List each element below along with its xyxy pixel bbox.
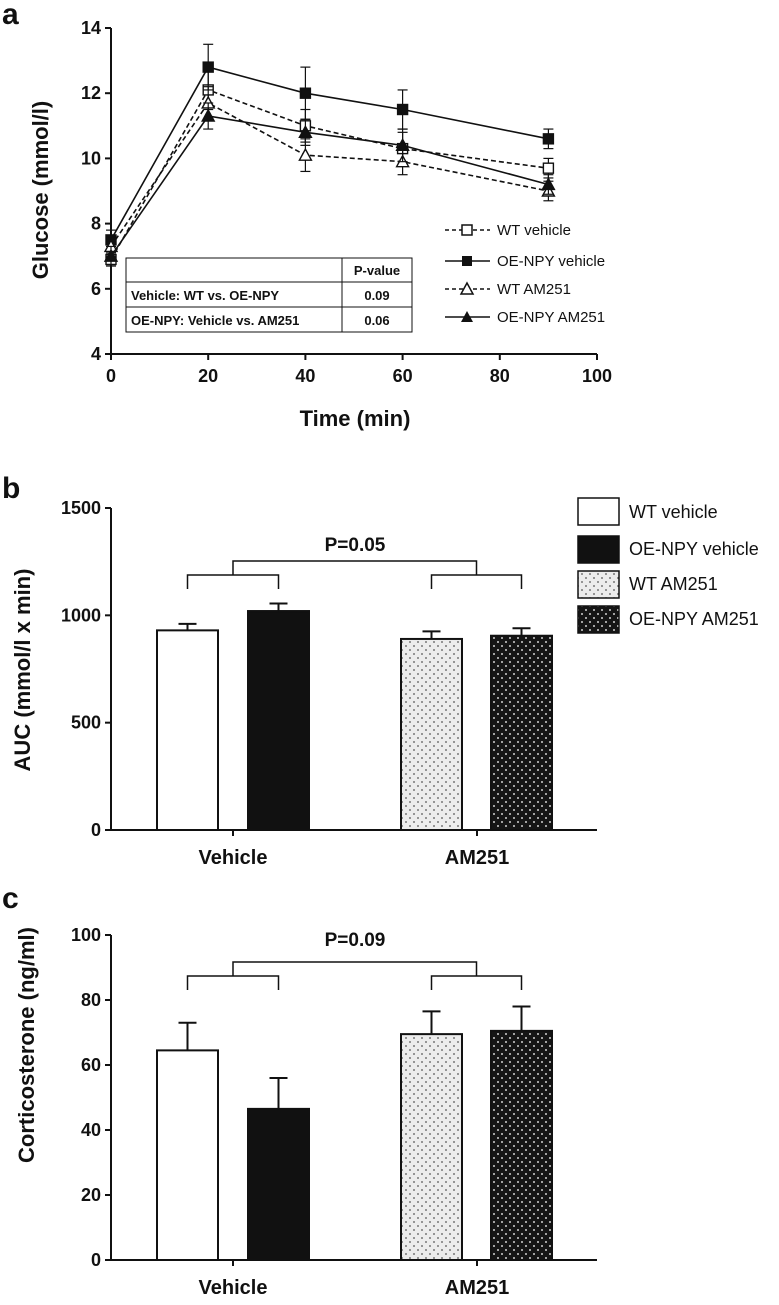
panel-c-group-bracket [430,975,523,990]
legend-swatch-wt-vehicle [577,497,620,526]
legend-b-label-1: WT vehicle [629,502,718,522]
legend-b-label-4: OE-NPY AM251 [629,609,759,629]
panel-a-ylabel: Glucose (mmol/l) [28,101,53,279]
panel-b-legend: WT vehicle OE-NPY vehicle WT AM251 OE-NP… [577,497,759,634]
panel-c-ylabel: Corticosterone (ng/ml) [14,927,39,1163]
data-point-oe-npy-am251 [541,177,556,191]
panel-c-p-value: P=0.09 [325,930,386,951]
panel-b-comparison-bracket [232,560,478,575]
panel-b: b AUC (mmol/l x min) 0 500 1000 1500 Vehicle… [2,472,759,869]
panel-b-chart: 0 500 1000 1500 Vehicle AM251 [61,498,597,869]
panel-c-y-tick-label: 0 [91,1250,101,1270]
data-point-oe-npy-am251 [395,137,410,152]
panel-b-bar-wt-am251 [400,637,463,831]
legend-swatch-oe-npy-vehicle [577,535,620,564]
panel-b-bar-wt-vehicle [156,629,219,831]
panel-a-y-tick-label: 8 [91,214,101,234]
panel-c-bar-oe-npy-vehicle [247,1107,310,1261]
legend-marker-open-square [461,224,473,236]
legend-marker-open-triangle [459,281,475,295]
data-point-oe-npy-vehicle [299,87,312,99]
panel-c-y-tick-label: 40 [81,1120,101,1140]
panel-a-legend: WT vehicle OE-NPY vehicle WT AM251 OE-NP… [445,222,605,326]
panel-c: c Corticosterone (ng/ml) 0 20 40 60 80 100 Veh… [2,882,597,1299]
table-row-2-value: 0.06 [364,313,389,328]
panel-b-y-tick-label: 1000 [61,605,101,625]
panel-b-bar-oe-npy-vehicle [247,610,310,831]
legend-a-label-1: WT vehicle [497,222,571,239]
panel-a-y-tick-label: 6 [91,279,101,299]
data-point-oe-npy-am251 [201,108,216,122]
panel-c-comparison-bracket [232,961,478,976]
legend-marker-filled-triangle [461,311,473,322]
panel-c-category-label: AM251 [445,1277,509,1299]
panel-a-x-tick-label: 100 [582,366,612,386]
panel-a-y-tick-label: 12 [81,83,101,103]
panel-a-y-tick-label: 10 [81,148,101,168]
series-line-oe-npy-vehicle [110,66,549,241]
panel-b-y-tick-label: 0 [91,820,101,840]
panel-c-y-tick-label: 100 [71,925,101,945]
panel-letter-c: c [2,882,19,915]
legend-b-label-3: WT AM251 [629,574,718,594]
table-header-p-value: P-value [354,263,400,278]
panel-b-category-label: AM251 [445,847,509,869]
panel-b-y-tick-label: 500 [71,713,101,733]
panel-b-bar-oe-npy-am251 [490,634,553,832]
table-row-2-label: OE-NPY: Vehicle vs. AM251 [131,313,299,328]
table-row-1-value: 0.09 [364,288,389,303]
p-value-table: P-value Vehicle: WT vs. OE-NPY 0.09 OE-N… [125,257,413,333]
panel-a: a Glucose (mmol/l) Time (min) 4 6 8 10 12 14 0… [2,0,612,431]
series-line-wt-vehicle [110,88,549,260]
legend-swatch-oe-npy-am251 [577,605,620,634]
panel-c-chart: 0 20 40 60 80 100 Vehicle AM251 [71,925,597,1299]
legend-a-label-2: OE-NPY vehicle [497,253,605,270]
panel-letter-b: b [2,472,20,505]
legend-a-label-4: OE-NPY AM251 [497,309,605,326]
panel-a-y-tick-label: 4 [91,344,101,364]
legend-b-label-2: OE-NPY vehicle [629,539,759,559]
panel-c-y-tick-label: 60 [81,1055,101,1075]
series-line-oe-npy-am251 [110,115,549,257]
panel-a-x-tick-label: 80 [490,366,510,386]
panel-c-bar-oe-npy-am251 [490,1029,553,1261]
legend-swatch-wt-am251 [577,570,620,599]
panel-a-axes: 4 6 8 10 12 14 0 20 40 60 80 100 [81,18,612,386]
data-point-oe-npy-vehicle [202,61,214,73]
panel-c-y-tick-label: 80 [81,990,101,1010]
panel-a-x-tick-label: 60 [393,366,413,386]
panel-letter-a: a [2,0,19,31]
data-point-oe-npy-am251 [298,124,313,139]
panel-c-y-tick-label: 20 [81,1185,101,1205]
panel-b-y-tick-label: 1500 [61,498,101,518]
data-point-wt-vehicle [542,162,555,174]
panel-a-x-tick-label: 40 [295,366,315,386]
panel-a-x-tick-label: 0 [106,366,116,386]
table-row-1-label: Vehicle: WT vs. OE-NPY [131,288,279,303]
panel-c-group-bracket [186,975,280,990]
panel-b-category-label: Vehicle [199,847,268,869]
data-point-oe-npy-vehicle [542,133,555,145]
panel-c-bar-wt-vehicle [156,1049,219,1261]
panel-b-ylabel: AUC (mmol/l x min) [10,569,35,772]
panel-a-x-tick-label: 20 [198,366,218,386]
panel-a-series [103,43,556,267]
data-point-wt-am251 [298,147,313,161]
panel-b-p-value: P=0.05 [325,535,386,556]
legend-a-label-3: WT AM251 [497,281,571,298]
panel-a-xlabel: Time (min) [300,406,411,431]
panel-b-group-bracket [430,574,523,589]
panel-c-category-label: Vehicle [199,1277,268,1299]
panel-a-y-tick-label: 14 [81,18,101,38]
panel-c-bar-wt-am251 [400,1033,463,1261]
data-point-oe-npy-am251 [103,248,119,262]
legend-marker-filled-square [462,256,472,266]
data-point-oe-npy-vehicle [396,103,409,116]
panel-b-group-bracket [186,574,280,589]
